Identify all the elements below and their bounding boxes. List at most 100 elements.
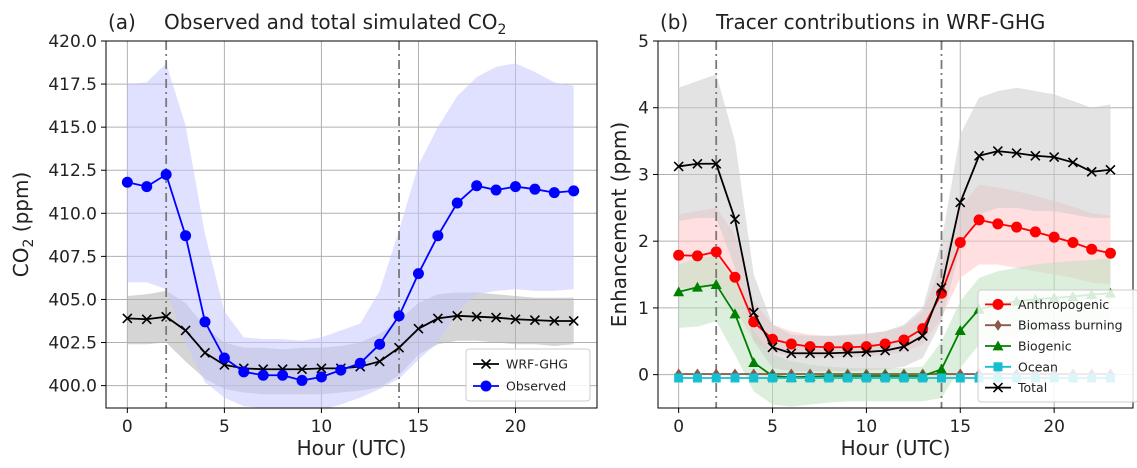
data-point-observed [238, 366, 250, 378]
data-point-wrf-ghg [432, 313, 443, 324]
legend-marker-biomass-burning [994, 319, 1002, 331]
panel-a: 0 5 10 15 20 400.0 402.5 405.0 407.5 410.0 412.5 41… [9, 10, 598, 460]
data-point-observed [509, 181, 521, 193]
data-point-total [711, 158, 722, 169]
chart-title-main: Tracer contributions in WRF-GHG [715, 10, 1045, 34]
data-point-observed [393, 310, 405, 322]
chart-title-main: Observed and total simulated CO [164, 10, 498, 34]
data-point-ocean [936, 373, 946, 383]
data-point-wrf-ghg [471, 311, 482, 322]
x-tick-label: 0 [673, 417, 684, 437]
data-point-total [880, 345, 891, 356]
data-point-anthropogenic [691, 250, 703, 262]
data-point-ocean [786, 373, 796, 383]
legend-label-biomass-burning: Biomass burning [1018, 318, 1123, 333]
data-point-total [823, 348, 834, 359]
data-point-observed [471, 180, 483, 192]
data-point-ocean [692, 373, 702, 383]
data-point-wrf-ghg [549, 315, 560, 327]
y-tick-label: 415.0 [48, 118, 97, 138]
y-tick-label: 2 [638, 232, 649, 252]
x-tick-label: 15 [949, 417, 971, 437]
data-point-wrf-ghg [161, 311, 172, 322]
data-point-anthropogenic [729, 271, 741, 283]
data-point-total [1049, 152, 1060, 163]
x-tick-label: 5 [767, 417, 778, 437]
data-point-anthropogenic [954, 237, 966, 249]
y-tick-label: 0 [638, 366, 649, 386]
data-point-total [842, 347, 853, 358]
axes-frame [657, 40, 1134, 409]
legend-box [977, 289, 1137, 403]
data-point-anthropogenic [710, 246, 722, 258]
legend-label-ocean: Ocean [1018, 359, 1058, 374]
data-point-anthropogenic [1067, 237, 1079, 249]
y-tick-label: 405.0 [48, 290, 97, 310]
data-point-total [898, 341, 910, 352]
data-point-observed [432, 230, 444, 242]
data-point-biogenic [710, 279, 722, 289]
data-point-observed [218, 352, 230, 364]
data-point-wrf-ghg [413, 323, 424, 334]
data-point-wrf-ghg [374, 356, 385, 367]
y-axis-label: CO2 (ppm) [9, 172, 37, 277]
data-point-total [673, 161, 684, 172]
data-point-ocean [899, 373, 909, 383]
data-point-total [1067, 157, 1078, 168]
data-point-anthropogenic [804, 341, 816, 353]
legend: Anthropogenic Biomass burning Biogenic Ocea… [977, 289, 1137, 403]
data-point-anthropogenic [1086, 243, 1098, 255]
data-point-anthropogenic [860, 341, 872, 353]
y-axis-label-unit: (ppm) [9, 172, 33, 239]
data-point-ocean [674, 373, 684, 383]
data-point-total [692, 158, 703, 169]
data-point-wrf-ghg [199, 347, 211, 358]
series-line-total [678, 150, 1111, 355]
panel-label: (a) [108, 10, 136, 34]
data-point-total [1011, 148, 1022, 159]
legend-marker-anthropogenic [992, 298, 1004, 310]
data-point-total [805, 348, 816, 359]
data-point-observed [529, 183, 541, 195]
data-point-observed [296, 374, 308, 386]
legend-label-observed: Observed [506, 379, 566, 394]
data-point-observed [277, 369, 289, 381]
y-axis-label-main: Enhancement (ppm) [607, 122, 631, 327]
data-point-total [748, 307, 759, 318]
data-point-anthropogenic [1011, 221, 1023, 233]
legend-marker-biogenic [992, 340, 1004, 351]
data-point-biogenic [691, 281, 703, 292]
data-point-wrf-ghg [316, 363, 327, 374]
x-tick-label: 20 [505, 417, 527, 437]
data-point-observed [548, 187, 560, 199]
data-point-observed [412, 268, 424, 280]
y-tick-label: 5 [638, 32, 649, 52]
data-point-biogenic [954, 325, 966, 335]
y-tick-label: 4 [638, 99, 649, 119]
plot-area [121, 41, 580, 408]
data-point-ocean [711, 373, 721, 383]
data-point-ocean [749, 373, 759, 383]
axes-frame [105, 40, 598, 409]
data-point-total [1086, 166, 1097, 177]
data-point-total [861, 346, 872, 358]
panel-b: 0 5 10 15 20 0 1 2 3 4 5 Hour (UTC) Enhancement (ppm… [607, 10, 1137, 460]
panel-label: (b) [660, 10, 688, 34]
y-axis-label-main: CO [9, 248, 33, 278]
data-point-anthropogenic [1048, 231, 1060, 243]
data-point-total [1105, 164, 1116, 175]
chart-title: Observed and total simulated CO2 [164, 10, 506, 38]
legend-label-biogenic: Biogenic [1018, 339, 1072, 354]
data-point-total [767, 342, 778, 353]
band-total [678, 74, 1111, 372]
x-tick-label: 10 [311, 417, 333, 437]
y-tick-label: 402.5 [48, 334, 97, 354]
data-point-ocean [861, 373, 871, 383]
y-tick-label: 412.5 [48, 161, 97, 181]
y-tick-label: 3 [638, 165, 649, 185]
data-point-biogenic [748, 357, 760, 368]
data-point-anthropogenic [1029, 226, 1041, 238]
data-point-total [729, 214, 741, 225]
data-point-observed [490, 184, 502, 196]
